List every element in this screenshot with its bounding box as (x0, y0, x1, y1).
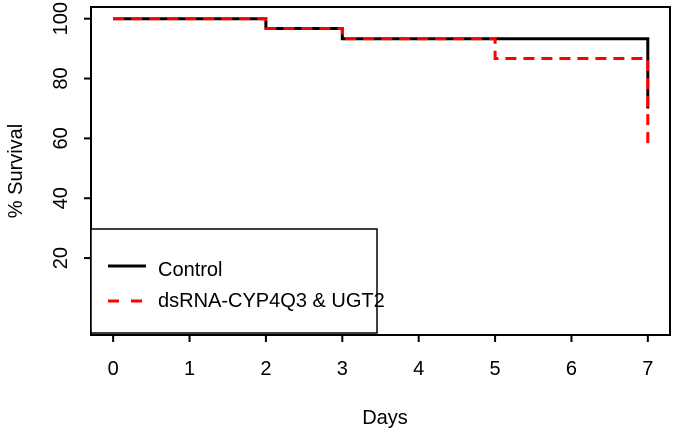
svg-text:4: 4 (413, 358, 424, 380)
legend-label-control: Control (158, 259, 222, 281)
x-axis-title: Days (362, 407, 408, 429)
y-axis-ticks: 20 40 60 80 100 (50, 2, 91, 269)
legend-box (90, 228, 378, 334)
svg-text:6: 6 (566, 358, 577, 380)
legend-label-dsrna: dsRNA-CYP4Q3 & UGT2 (158, 290, 385, 312)
survival-curves (113, 17, 650, 148)
svg-text:40: 40 (50, 187, 72, 209)
svg-text:7: 7 (642, 358, 653, 380)
svg-text:2: 2 (260, 358, 271, 380)
svg-text:20: 20 (50, 247, 72, 269)
y-axis-title: % Survival (5, 124, 27, 218)
svg-text:80: 80 (50, 67, 72, 89)
svg-text:3: 3 (337, 358, 348, 380)
svg-text:60: 60 (50, 127, 72, 149)
svg-text:1: 1 (184, 358, 195, 380)
svg-text:100: 100 (50, 2, 72, 35)
svg-text:0: 0 (108, 358, 119, 380)
x-axis-ticks: 0 1 2 3 4 5 6 7 (108, 335, 653, 380)
plot-area-border (90, 6, 671, 336)
svg-text:5: 5 (490, 358, 501, 380)
legend: Control dsRNA-CYP4Q3 & UGT2 (90, 228, 385, 334)
